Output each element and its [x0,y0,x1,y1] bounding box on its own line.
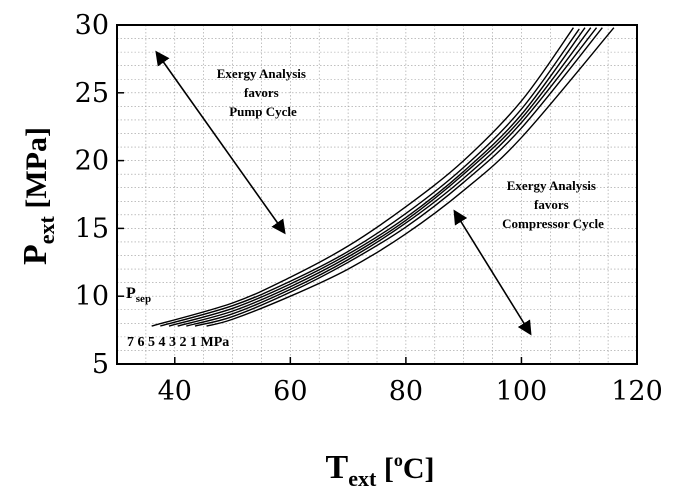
x-ticks: 40 60 80 100 120 [158,357,663,407]
curve-psep-7 [151,27,575,327]
y-tick-label: 5 [92,349,109,380]
psep-label: Psep [126,285,151,305]
y-tick-label: 10 [75,281,109,312]
x-axis-title: Text [oC] [326,449,435,491]
x-tick-label: 100 [496,376,548,407]
curve-psep-5 [168,27,586,327]
curves [151,27,615,327]
plot-frame [116,24,638,365]
x-tick-label: 40 [158,376,192,407]
curve-psep-2 [194,27,603,327]
y-tick-label: 20 [75,146,109,177]
x-tick-label: 60 [273,376,307,407]
x-tick-label: 80 [389,376,423,407]
curve-pressure-labels: 7 6 5 4 3 2 1 MPa [127,335,229,350]
curve-psep-1 [206,27,615,327]
x-tick-label: 120 [611,376,663,407]
y-tick-label: 30 [75,10,109,41]
y-ticks: 5 10 15 20 25 30 [75,10,124,380]
curve-psep-6 [160,28,580,327]
curve-psep-3 [186,27,598,327]
arrow-compressor-cycle [453,209,532,336]
y-tick-label: 15 [75,213,109,244]
curve-psep-4 [177,27,592,327]
y-axis-title: Pext [MPa] [17,127,59,265]
arrow-pump-cycle [155,50,286,235]
y-tick-label: 25 [75,78,109,109]
